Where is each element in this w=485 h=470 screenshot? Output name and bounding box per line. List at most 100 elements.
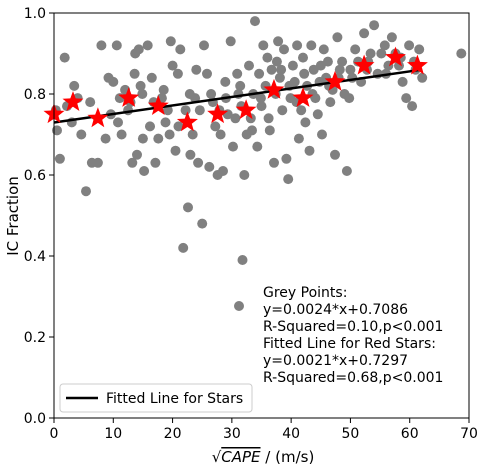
grey-point bbox=[394, 60, 404, 71]
grey-point bbox=[254, 68, 265, 79]
grey-point bbox=[218, 166, 228, 176]
grey-point bbox=[191, 64, 202, 75]
star-point bbox=[118, 87, 140, 107]
grey-point bbox=[341, 166, 352, 176]
grey-point bbox=[407, 101, 418, 112]
grey-point bbox=[325, 97, 336, 108]
grey-point bbox=[167, 60, 178, 71]
x-tick-label: 50 bbox=[342, 426, 360, 442]
x-tick-label: 10 bbox=[104, 426, 122, 442]
grey-point bbox=[81, 186, 91, 197]
grey-point bbox=[228, 141, 238, 152]
x-tick-label: 20 bbox=[164, 426, 182, 442]
grey-point bbox=[92, 157, 103, 168]
grey-point bbox=[258, 40, 269, 51]
star-point bbox=[176, 111, 198, 132]
grey-point bbox=[185, 149, 196, 160]
legend-label: Fitted Line for Stars bbox=[106, 391, 243, 407]
grey-point bbox=[306, 40, 317, 51]
grey-point bbox=[194, 105, 205, 116]
grey-point bbox=[277, 105, 288, 116]
x-axis-label-sqrt: √ bbox=[212, 448, 222, 466]
grey-point bbox=[299, 68, 310, 79]
grey-point bbox=[150, 157, 161, 168]
grey-point bbox=[180, 105, 191, 116]
grey-point bbox=[379, 40, 390, 51]
grey-point bbox=[281, 153, 292, 164]
grey-point bbox=[142, 40, 153, 51]
annotation-line-4: Fitted Line for Red Stars: bbox=[263, 336, 436, 352]
grey-point bbox=[135, 80, 146, 91]
grey-point bbox=[250, 16, 260, 27]
annotation-line-6: R-Squared=0.68,p<0.001 bbox=[263, 370, 443, 386]
grey-point bbox=[365, 48, 376, 59]
grey-point bbox=[111, 40, 122, 51]
annotation-block: Grey Points: y=0.0024*x+0.7086 R-Squared… bbox=[234, 285, 443, 386]
tick-labels: 0 10 20 30 40 50 60 70 0.0 0.2 0.4 0.6 0.8 1.0 bbox=[24, 6, 478, 442]
grey-point bbox=[127, 157, 138, 168]
axes bbox=[53, 12, 470, 419]
legend-box bbox=[59, 383, 253, 413]
grey-point bbox=[54, 153, 65, 164]
grey-point bbox=[292, 40, 303, 51]
star-point bbox=[385, 46, 406, 67]
grey-point bbox=[178, 242, 189, 253]
grey-point bbox=[312, 109, 323, 120]
grey-point bbox=[273, 36, 284, 47]
axes-frame bbox=[53, 12, 470, 419]
grey-point bbox=[332, 32, 343, 43]
grey-point bbox=[244, 60, 254, 71]
grey-point bbox=[274, 72, 285, 83]
x-tick-label: 30 bbox=[223, 426, 241, 442]
grey-point bbox=[187, 129, 198, 140]
star-point bbox=[292, 87, 314, 107]
grey-point bbox=[108, 76, 119, 87]
grey-point bbox=[59, 52, 70, 63]
grey-point bbox=[160, 117, 171, 128]
y-tick-label: 0.6 bbox=[24, 168, 46, 184]
grey-point bbox=[193, 157, 204, 168]
grey-point bbox=[139, 166, 150, 176]
y-tick-label: 0.8 bbox=[24, 87, 46, 103]
star-point bbox=[407, 54, 428, 75]
grey-point bbox=[397, 76, 408, 87]
grey-point bbox=[271, 56, 282, 67]
grey-point bbox=[376, 48, 387, 59]
grey-point bbox=[317, 129, 327, 140]
grey-point bbox=[456, 48, 467, 59]
grey-point bbox=[298, 52, 308, 63]
grey-point bbox=[175, 44, 186, 55]
grey-point bbox=[153, 133, 164, 144]
grey-point bbox=[345, 64, 356, 75]
grey-point bbox=[256, 101, 267, 112]
grey-point bbox=[76, 129, 87, 140]
grey-point bbox=[204, 161, 215, 172]
y-tick-label: 0.2 bbox=[24, 330, 46, 346]
annotation-grey-marker bbox=[234, 301, 244, 311]
grey-point bbox=[283, 174, 294, 185]
grey-point bbox=[184, 89, 195, 99]
grey-point bbox=[315, 60, 326, 71]
grey-point bbox=[337, 56, 348, 67]
star-point bbox=[147, 95, 169, 115]
annotation-line-5: y=0.0021*x+0.7297 bbox=[263, 353, 408, 369]
grey-point bbox=[247, 125, 257, 136]
grey-point bbox=[296, 105, 307, 116]
grey-point bbox=[359, 28, 370, 39]
grey-point bbox=[206, 89, 217, 99]
grey-point bbox=[146, 72, 157, 83]
grey-point bbox=[269, 157, 279, 168]
grey-point bbox=[252, 141, 263, 152]
star-point bbox=[87, 107, 109, 128]
x-tick-label: 40 bbox=[282, 426, 300, 442]
grey-point bbox=[116, 129, 127, 140]
fitted-line bbox=[53, 68, 422, 124]
grey-point bbox=[239, 170, 250, 180]
grey-point bbox=[330, 149, 340, 160]
grey-point bbox=[276, 64, 287, 75]
grey-point bbox=[293, 133, 304, 144]
grey-point bbox=[230, 113, 241, 124]
grey-point bbox=[255, 93, 266, 104]
grey-point bbox=[172, 68, 183, 79]
grey-point bbox=[263, 113, 274, 124]
